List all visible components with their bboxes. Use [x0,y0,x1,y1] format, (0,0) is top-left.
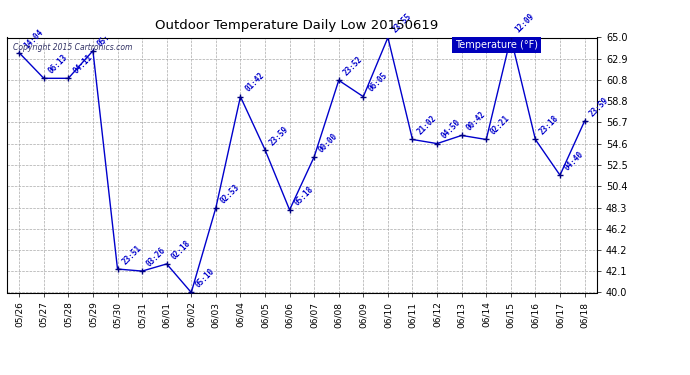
Text: 00:42: 00:42 [464,110,487,133]
Text: 00:00: 00:00 [317,131,339,154]
Text: 23:18: 23:18 [538,114,561,137]
Text: 23:59: 23:59 [587,96,610,118]
Text: 05:10: 05:10 [194,267,217,290]
Text: Outdoor Temperature Daily Low 20150619: Outdoor Temperature Daily Low 20150619 [155,19,438,32]
Text: Temperature (°F): Temperature (°F) [455,40,538,50]
Text: 04:11: 04:11 [71,53,94,75]
Text: 23:51: 23:51 [120,243,143,266]
Text: 01:42: 01:42 [243,71,266,94]
Text: 03:26: 03:26 [145,246,168,268]
Text: 06:13: 06:13 [46,53,69,75]
Text: 21:02: 21:02 [415,114,438,137]
Text: 04:40: 04:40 [563,150,586,172]
Text: 05:: 05: [96,32,112,48]
Text: Copyright 2015 Cartronics.com: Copyright 2015 Cartronics.com [13,43,132,52]
Text: 04:50: 04:50 [440,118,462,141]
Text: 23:52: 23:52 [342,55,364,78]
Text: 23:59: 23:59 [268,124,290,147]
Text: 23:55: 23:55 [391,12,413,35]
Text: 05:18: 05:18 [293,184,315,207]
Text: 06:05: 06:05 [366,71,389,94]
Text: 02:53: 02:53 [219,182,241,205]
Text: 02:18: 02:18 [170,238,193,261]
Text: 12:09: 12:09 [513,12,536,35]
Text: 14:04: 14:04 [22,27,45,50]
Text: 02:21: 02:21 [489,114,512,137]
